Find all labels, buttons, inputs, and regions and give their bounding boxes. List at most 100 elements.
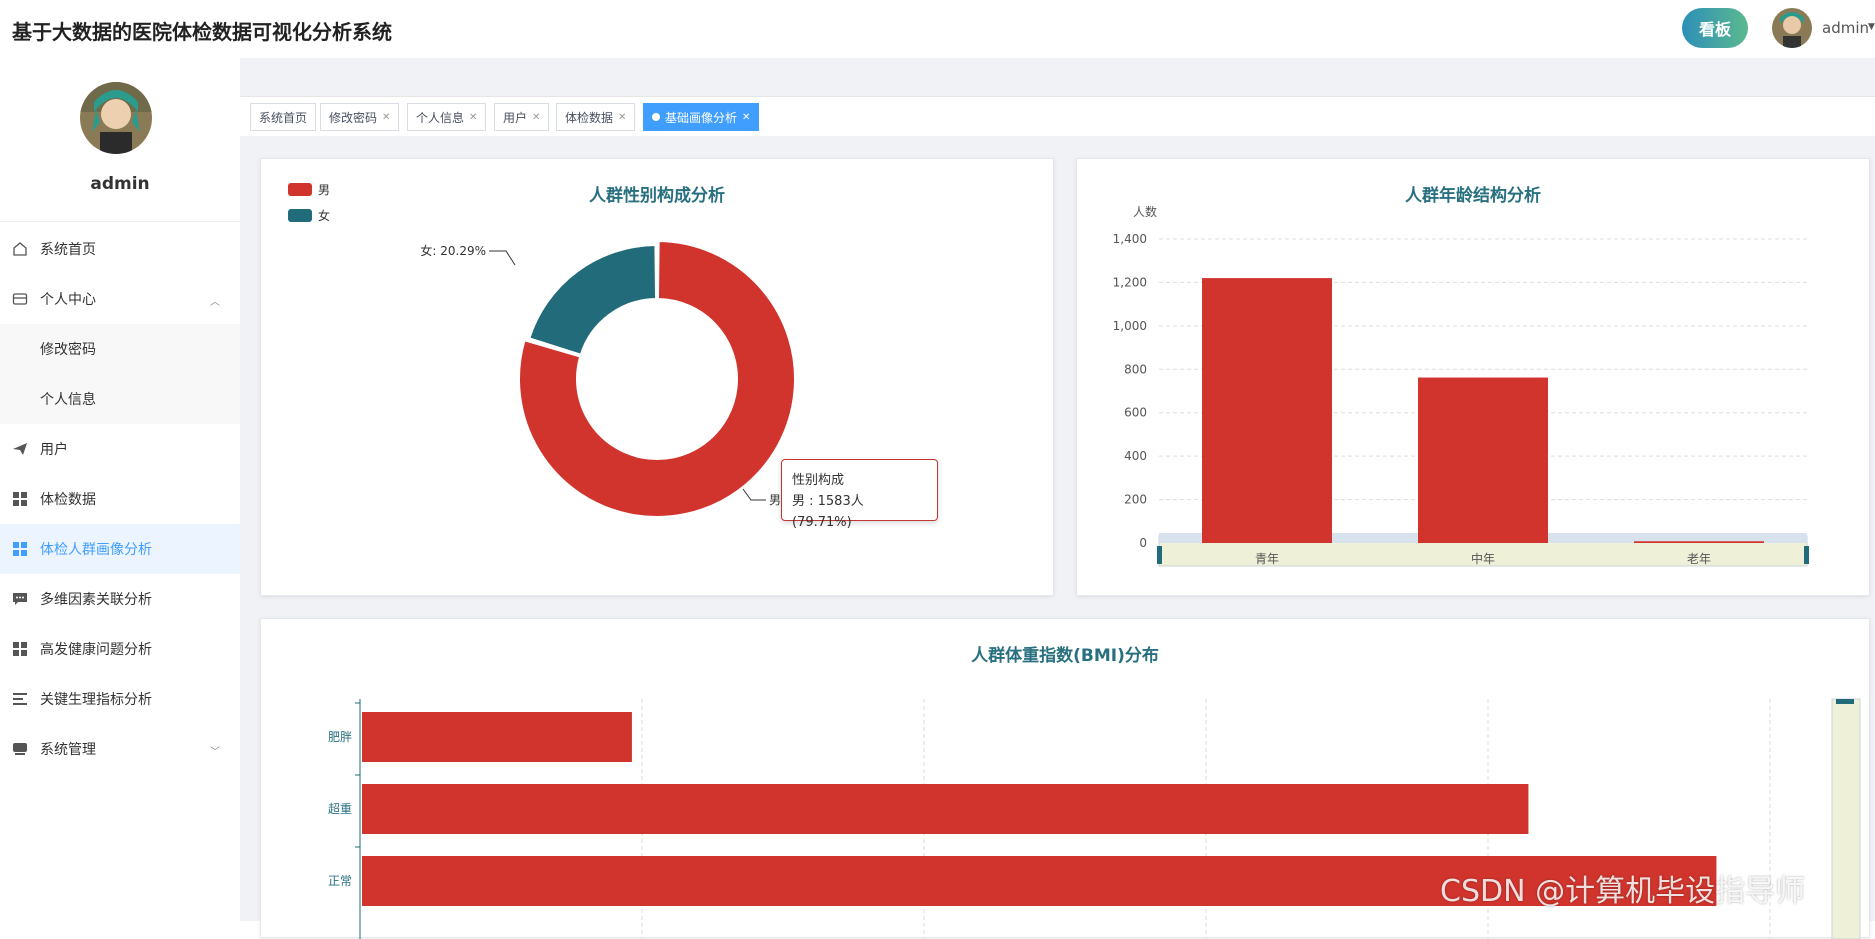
- zoom-handle-top[interactable]: [1836, 699, 1854, 704]
- tab-users[interactable]: 用户 ✕: [494, 103, 550, 131]
- sidebar-item-exam-data[interactable]: 体检数据: [0, 474, 240, 524]
- x-tick-label: 中年: [1471, 551, 1495, 566]
- pie-slice-female[interactable]: [528, 244, 658, 356]
- legend-swatch: [288, 209, 312, 222]
- sidebar-item-change-password[interactable]: 修改密码: [0, 324, 240, 374]
- grid-icon: [13, 642, 27, 656]
- active-dot-icon: [652, 113, 660, 121]
- grid-icon: [13, 542, 27, 556]
- sidebar-item-correlation-analysis[interactable]: 多维因素关联分析: [0, 574, 240, 624]
- chart-title: 人群年龄结构分析: [1405, 186, 1541, 206]
- sidebar-item-label: 系统管理: [40, 742, 96, 758]
- pie-label-male: 男: [769, 493, 781, 507]
- tab-bar: 系统首页 修改密码 ✕ 个人信息 ✕ 用户 ✕ 体检数据 ✕ 基础画像分析 ✕: [240, 96, 1875, 136]
- sidebar-item-label: 关键生理指标分析: [40, 692, 152, 708]
- close-icon[interactable]: ✕: [532, 111, 541, 123]
- sidebar-item-label: 多维因素关联分析: [40, 592, 152, 608]
- gender-chart-card: 人群性别构成分析 男 女 女: 20.29% 男 性别构成 男 : 1583人 …: [260, 158, 1054, 596]
- sidebar-avatar: [80, 82, 152, 154]
- y-axis-label: 人数: [1133, 204, 1157, 219]
- sidebar-item-users[interactable]: 用户: [0, 424, 240, 474]
- legend-label: 男: [318, 183, 331, 197]
- sidebar-item-label: 个人信息: [40, 392, 96, 408]
- age-chart-card: 人群年龄结构分析 人数 0 200 400 600 800 1,000 1,200 1,400…: [1076, 158, 1870, 596]
- chart-title: 人群性别构成分析: [589, 186, 725, 206]
- drive-icon: [13, 743, 27, 755]
- bar-中年[interactable]: [1418, 377, 1548, 543]
- y-tick-label: 800: [1124, 362, 1147, 376]
- y-tick-label: 1,200: [1113, 275, 1147, 289]
- y-tick-label: 200: [1124, 493, 1147, 507]
- zoom-slider[interactable]: [1831, 698, 1861, 939]
- bar-超重[interactable]: [362, 784, 1529, 834]
- y-tick-label: 超重: [328, 801, 352, 816]
- chat-icon: [13, 593, 27, 605]
- y-tick-label: 400: [1124, 449, 1147, 463]
- y-tick-label: 1,000: [1113, 319, 1147, 333]
- caret-down-icon[interactable]: ▼: [1868, 22, 1875, 32]
- tab-label: 体检数据: [565, 110, 614, 125]
- x-tick-label: 青年: [1255, 552, 1279, 566]
- tab-label: 个人信息: [416, 110, 465, 125]
- sidebar-item-system-management[interactable]: 系统管理 ﹀: [0, 724, 240, 774]
- pie-chart: 女: 20.29% 男: [420, 240, 796, 518]
- close-icon[interactable]: ✕: [469, 111, 478, 123]
- tab-portrait-analysis[interactable]: 基础画像分析 ✕: [643, 103, 760, 131]
- tab-label: 系统首页: [259, 110, 308, 125]
- y-tick-label: 600: [1124, 406, 1147, 420]
- bar-老年[interactable]: [1634, 541, 1764, 543]
- tab-home[interactable]: 系统首页: [250, 103, 317, 131]
- sidebar-item-personal-info[interactable]: 个人信息: [0, 374, 240, 424]
- y-tick-label: 正常: [328, 874, 352, 888]
- chevron-down-icon: ﹀: [210, 747, 220, 758]
- sidebar-item-label: 系统首页: [40, 242, 96, 258]
- legend-item-female[interactable]: 女: [288, 207, 330, 224]
- sidebar-item-health-issues[interactable]: 高发健康问题分析: [0, 624, 240, 674]
- y-tick-label: 肥胖: [328, 730, 352, 744]
- close-icon[interactable]: ✕: [742, 111, 751, 123]
- tooltip-title: 性别构成: [792, 473, 845, 488]
- sidebar-username: admin: [90, 174, 150, 194]
- bar-肥胖[interactable]: [362, 712, 632, 762]
- header-username[interactable]: admin: [1822, 19, 1869, 37]
- zoom-handle-right[interactable]: [1804, 546, 1809, 564]
- pie-slice-male[interactable]: [518, 240, 796, 518]
- sidebar-menu: 系统首页 个人中心 ︿ 修改密码 个人信息 用户 体检数据 体检人群画像分析 多…: [0, 224, 240, 774]
- sidebar-item-key-indicators[interactable]: 关键生理指标分析: [0, 674, 240, 724]
- sidebar-item-personal-center[interactable]: 个人中心 ︿: [0, 274, 240, 324]
- chart-title: 人群体重指数(BMI)分布: [971, 646, 1159, 666]
- wallet-icon: [12, 293, 28, 305]
- sidebar-item-portrait-analysis[interactable]: 体检人群画像分析: [0, 524, 240, 574]
- send-icon: [13, 443, 27, 455]
- tooltip-body: 男 : 1583人 (79.71%): [792, 494, 864, 530]
- tab-exam-data[interactable]: 体检数据 ✕: [556, 103, 636, 131]
- bmi-chart-card: 人群体重指数(BMI)分布 肥胖超重正常: [260, 618, 1870, 939]
- sidebar-item-label: 修改密码: [40, 342, 96, 358]
- app-title: 基于大数据的医院体检数据可视化分析系统: [12, 20, 392, 44]
- age-bar-chart: 人数 0 200 400 600 800 1,000 1,200 1,400 青年 中年 老年: [1113, 204, 1809, 567]
- sidebar-item-label: 高发健康问题分析: [40, 642, 152, 658]
- avatar[interactable]: [1772, 8, 1812, 48]
- watermark: CSDN @计算机毕设指导师: [1440, 874, 1806, 909]
- bar-正常[interactable]: [362, 856, 1717, 906]
- sidebar-item-label: 体检人群画像分析: [40, 542, 152, 558]
- close-icon[interactable]: ✕: [382, 111, 391, 123]
- pie-label-female: 女: 20.29%: [420, 243, 486, 258]
- top-header: 基于大数据的医院体检数据可视化分析系统 看板 admin ▼: [0, 0, 1875, 58]
- legend-swatch: [288, 183, 312, 196]
- legend-item-male[interactable]: 男: [288, 181, 330, 198]
- sidebar-item-label: 体检数据: [40, 492, 96, 508]
- chart-tooltip: 性别构成 男 : 1583人 (79.71%): [781, 459, 938, 530]
- sidebar-item-home[interactable]: 系统首页: [0, 224, 240, 274]
- pie-label-line: [489, 250, 516, 266]
- zoom-handle-left[interactable]: [1157, 546, 1162, 564]
- kanban-button[interactable]: 看板: [1682, 8, 1748, 48]
- tab-label: 基础画像分析: [665, 110, 738, 125]
- grid-icon: [13, 492, 27, 506]
- bar-青年[interactable]: [1202, 278, 1332, 543]
- tab-change-password[interactable]: 修改密码 ✕: [320, 103, 400, 131]
- y-tick-label: 0: [1139, 536, 1147, 550]
- tab-personal-info[interactable]: 个人信息 ✕: [407, 103, 487, 131]
- close-icon[interactable]: ✕: [618, 111, 627, 123]
